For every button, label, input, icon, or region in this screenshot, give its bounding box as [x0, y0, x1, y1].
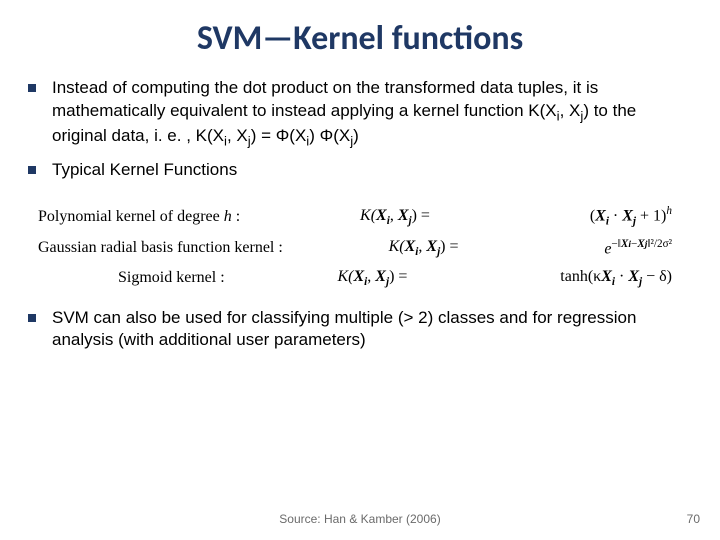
- formula-block: Polynomial kernel of degree h : K(Xi, Xj…: [28, 205, 692, 288]
- formula-label: Gaussian radial basis function kernel :: [38, 239, 283, 257]
- square-bullet-icon: [28, 84, 36, 92]
- formula-lhs: K(Xi, Xj) =: [389, 238, 459, 258]
- formula-row-polynomial: Polynomial kernel of degree h : K(Xi, Xj…: [38, 205, 692, 228]
- formula-lhs: K(Xi, Xj) =: [360, 207, 430, 227]
- square-bullet-icon: [28, 166, 36, 174]
- square-bullet-icon: [28, 314, 36, 322]
- formula-rhs: (Xi · Xj + 1)h: [550, 205, 672, 228]
- formula-row-sigmoid: Sigmoid kernel : K(Xi, Xj) = tanh(κXi · …: [118, 268, 692, 288]
- formula-label: Sigmoid kernel :: [118, 269, 225, 287]
- bullet-text: Typical Kernel Functions: [52, 159, 237, 182]
- slide: SVM—Kernel functions Instead of computin…: [0, 0, 720, 540]
- bullet-list: Instead of computing the dot product on …: [28, 77, 692, 181]
- formula-lhs: K(Xi, Xj) =: [338, 268, 408, 288]
- formula-rhs: tanh(κXi · Xj − δ): [520, 268, 672, 288]
- bullet-item: Instead of computing the dot product on …: [28, 77, 692, 151]
- bullet-list-lower: SVM can also be used for classifying mul…: [28, 307, 692, 353]
- slide-title: SVM—Kernel functions: [28, 18, 692, 59]
- bullet-item: Typical Kernel Functions: [28, 159, 692, 182]
- source-footer: Source: Han & Kamber (2006): [0, 512, 720, 526]
- formula-label: Polynomial kernel of degree h :: [38, 208, 240, 226]
- page-number: 70: [687, 512, 700, 526]
- formula-row-gaussian: Gaussian radial basis function kernel : …: [38, 238, 692, 258]
- bullet-text: Instead of computing the dot product on …: [52, 77, 692, 151]
- bullet-text: SVM can also be used for classifying mul…: [52, 307, 692, 353]
- formula-rhs: e−‖Xi−Xj‖²/2σ²: [564, 238, 672, 258]
- bullet-item: SVM can also be used for classifying mul…: [28, 307, 692, 353]
